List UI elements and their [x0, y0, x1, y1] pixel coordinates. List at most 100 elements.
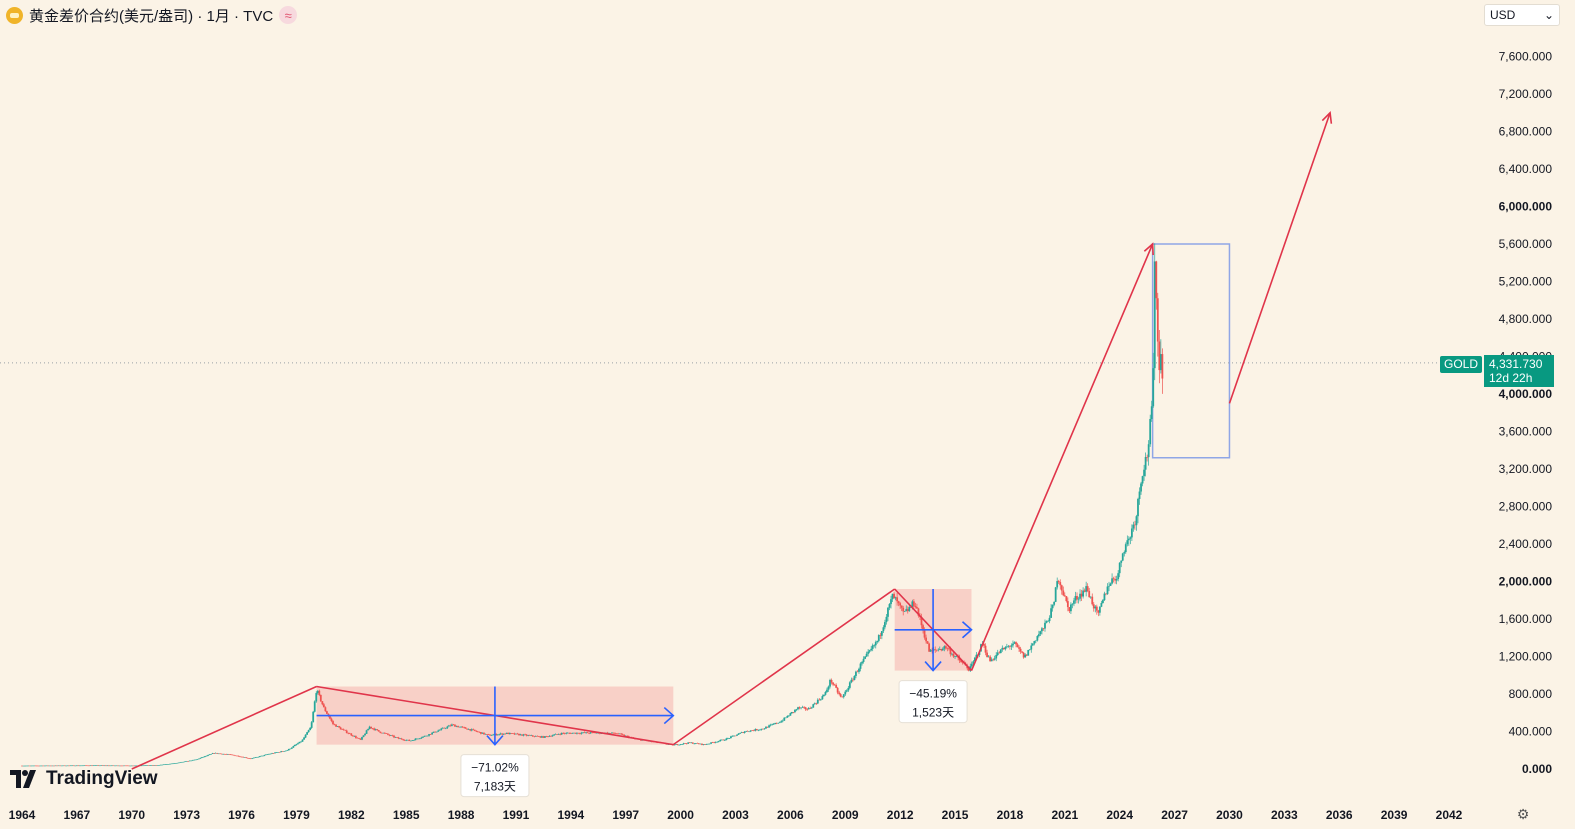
candle: [987, 654, 990, 658]
candle: [1005, 643, 1008, 649]
candle: [332, 720, 334, 726]
candle: [871, 643, 874, 652]
candle: [92, 765, 95, 767]
candle-body: [530, 735, 533, 736]
candle: [501, 733, 504, 736]
candle: [1108, 581, 1110, 592]
price-tick-label: 4,000.000: [1499, 387, 1553, 401]
candle-body: [798, 707, 801, 709]
candle: [339, 726, 342, 730]
candle-body: [1149, 418, 1152, 445]
data-source-icon[interactable]: ≈: [279, 6, 298, 24]
candle: [359, 738, 362, 741]
symbol-header[interactable]: 黄金差价合约(美元/盎司) · 1月 · TVC ≈: [6, 4, 298, 26]
candle-body: [365, 730, 368, 734]
candle-body: [800, 707, 802, 709]
candle-body: [268, 753, 270, 755]
candle: [233, 754, 235, 756]
candle-body: [911, 601, 914, 608]
candle-body: [348, 733, 351, 735]
candle-body: [1123, 552, 1126, 554]
candle: [868, 649, 871, 654]
trend-arrow-head-peak: [1143, 242, 1154, 256]
candle: [36, 765, 39, 767]
candle-body: [374, 729, 377, 731]
candle-body: [859, 663, 862, 669]
candle-body: [140, 765, 142, 767]
candle-body: [571, 733, 574, 734]
candle: [310, 720, 313, 729]
candle: [88, 765, 90, 767]
candle: [1002, 647, 1005, 650]
currency-value: USD: [1490, 8, 1516, 22]
candle: [719, 739, 722, 742]
candle: [1028, 649, 1031, 651]
candle: [830, 678, 833, 685]
candle-body: [806, 709, 809, 710]
candle-body: [877, 635, 880, 641]
candle: [1129, 536, 1132, 545]
candle: [210, 753, 212, 755]
time-axis[interactable]: 1964 1967 1970 1973 1976 1979 1982 1985 1988 1991…: [9, 808, 1463, 822]
candle-body: [885, 616, 888, 623]
time-tick-label: 2033: [1271, 808, 1298, 822]
candle-body: [519, 734, 522, 736]
candle: [496, 734, 499, 736]
candle: [190, 760, 193, 762]
candle: [838, 690, 841, 696]
candle: [364, 733, 366, 736]
candle: [789, 712, 792, 716]
candle: [425, 735, 427, 737]
candle: [1062, 586, 1065, 597]
candle: [75, 765, 78, 767]
candle: [775, 722, 778, 725]
candle: [876, 640, 879, 644]
candle-body: [486, 734, 488, 735]
candle: [842, 693, 845, 699]
price-axis[interactable]: 0.000 400.000 800.000 1,200.000 1,600.000 2,0…: [1478, 28, 1575, 798]
currency-select[interactable]: USD ⌄: [1484, 4, 1560, 26]
candle: [734, 735, 737, 737]
symbol-title[interactable]: 黄金差价合约(美元/盎司) · 1月 · TVC: [29, 7, 274, 25]
candle-body: [870, 648, 873, 651]
candle-body: [1117, 573, 1120, 580]
candle-body: [455, 726, 458, 727]
candle-body: [1053, 601, 1056, 605]
candle-body: [97, 765, 100, 766]
candle-body: [880, 631, 883, 636]
candle-body: [894, 597, 897, 599]
candle-body: [755, 729, 758, 731]
candle-body: [1085, 586, 1088, 592]
candle: [473, 729, 476, 732]
candle: [472, 728, 475, 731]
candle: [301, 739, 304, 742]
candle-body: [373, 728, 376, 731]
time-tick-label: 2024: [1106, 808, 1133, 822]
candle-body: [1115, 579, 1118, 581]
candle-body: [1022, 652, 1025, 658]
candle-body: [269, 753, 272, 755]
candle: [1124, 542, 1127, 554]
candle-body: [233, 754, 235, 756]
candle-body: [377, 730, 380, 732]
candle: [150, 765, 153, 766]
candle: [271, 752, 273, 754]
candle-body: [515, 733, 517, 735]
candle-body: [312, 711, 315, 723]
tradingview-logo[interactable]: TradingView: [10, 768, 158, 790]
candle-body: [185, 761, 188, 762]
candle-body: [501, 733, 504, 735]
candle-body: [704, 744, 706, 745]
candle: [539, 736, 542, 738]
candle-body: [521, 734, 523, 736]
gear-icon[interactable]: ⚙: [1516, 806, 1530, 822]
candle-body: [720, 739, 723, 741]
candle: [823, 694, 825, 697]
candle: [117, 765, 119, 767]
candle-body: [309, 727, 312, 731]
measure-percent-1: −71.02%: [471, 761, 519, 775]
candle: [187, 760, 190, 762]
candle: [1079, 589, 1081, 602]
candle: [536, 735, 539, 737]
